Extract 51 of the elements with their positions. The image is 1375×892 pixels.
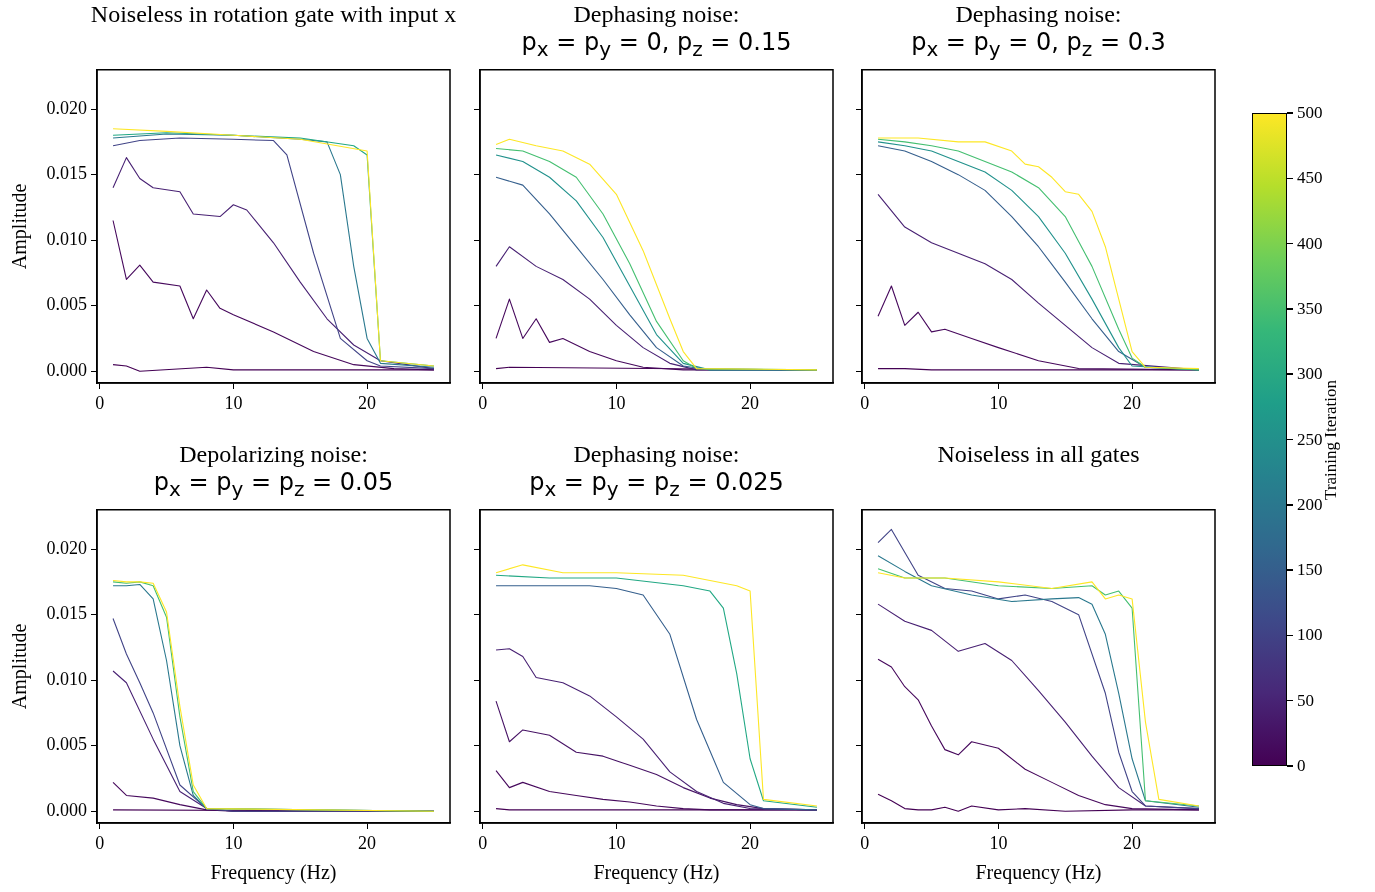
y-tick-label: 0.015 — [46, 603, 87, 624]
y-tick-label: 0.005 — [46, 294, 87, 315]
x-tick-label: 0 — [860, 832, 870, 853]
x-tick-label: 20 — [358, 832, 377, 853]
y-tick-label: 0.005 — [46, 734, 87, 755]
chart-title: Depolarizing noise: p$_{x}$ = p$_{y}$ = p$_{z}$ = 0.05 — [152, 440, 395, 503]
chart-title: Noiseless in rotation gate with input x — [89, 0, 458, 28]
color-bar-label: 0 — [1297, 756, 1306, 775]
y-tick-label: 0.010 — [46, 668, 87, 689]
y-axis-title: Amplitude — [8, 623, 32, 710]
x-tick-label: 20 — [1123, 392, 1142, 413]
x-axis-title: Frequency (Hz) — [210, 861, 337, 885]
x-axis-title: Frequency (Hz) — [593, 861, 720, 885]
chart-title: Dephasing noise: p$_{x}$ = p$_{y}$ = p$_{z}$ = 0.025 — [529, 441, 784, 501]
y-tick-label: 0.000 — [46, 359, 87, 380]
color-bar-label: 450 — [1297, 168, 1323, 188]
color-bar-label: 250 — [1297, 429, 1323, 449]
color-bar-label: 100 — [1297, 625, 1323, 645]
x-tick-label: 20 — [741, 392, 760, 413]
x-tick-label: 10 — [607, 392, 626, 413]
chart-title: Dephasing noise: p$_{x}$ = p$_{y}$ = 0, p$_{z}$ = 0.15 — [521, 1, 792, 61]
color-bar-label: 300 — [1297, 364, 1323, 384]
chart-title: Dephasing noise: p$_{x}$ = p$_{y}$ = 0, p$_{z}$ = 0.3 — [911, 1, 1166, 61]
color-bar-label: 200 — [1297, 494, 1323, 514]
color-bar-label: 50 — [1297, 690, 1314, 710]
color-bar-label: 150 — [1297, 560, 1323, 580]
y-tick-label: 0.000 — [46, 799, 87, 820]
x-tick-label: 10 — [607, 832, 626, 853]
y-tick-label: 0.020 — [46, 97, 87, 118]
y-tick-label: 0.020 — [46, 537, 87, 558]
x-tick-label: 0 — [478, 392, 488, 413]
color-bar-label: 350 — [1297, 298, 1323, 318]
x-tick-label: 10 — [989, 392, 1008, 413]
color-bar-label: 500 — [1297, 103, 1323, 122]
x-tick-label: 10 — [989, 832, 1008, 853]
x-tick-label: 0 — [95, 392, 105, 413]
y-axis-title: Amplitude — [8, 183, 32, 270]
x-tick-label: 20 — [1123, 832, 1142, 853]
y-tick-label: 0.015 — [46, 163, 87, 184]
x-tick-label: 0 — [95, 832, 105, 853]
color-bar-label: 400 — [1297, 233, 1323, 253]
x-tick-label: 10 — [224, 832, 243, 853]
x-tick-label: 0 — [478, 832, 488, 853]
chart-title: Noiseless in all gates — [936, 440, 1141, 468]
x-tick-label: 20 — [741, 832, 760, 853]
x-tick-label: 0 — [860, 392, 870, 413]
x-axis-title: Frequency (Hz) — [975, 861, 1102, 885]
x-tick-label: 10 — [224, 392, 243, 413]
y-tick-label: 0.010 — [46, 228, 87, 249]
x-tick-label: 20 — [358, 392, 377, 413]
color-bar-title: Training Iteration — [1321, 379, 1340, 500]
